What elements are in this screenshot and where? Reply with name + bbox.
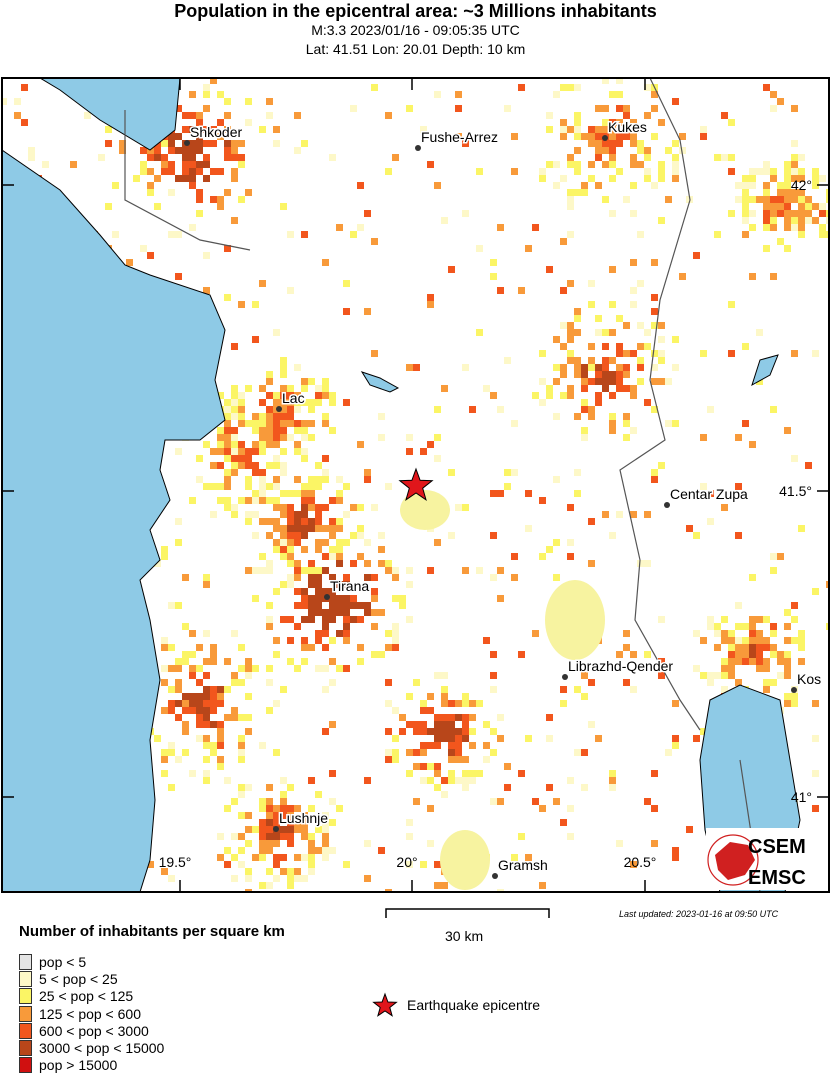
city-label: Gramsh <box>498 857 548 873</box>
city-dot <box>276 406 282 412</box>
tick-label: 20° <box>396 854 417 870</box>
legend-label: 25 < pop < 125 <box>39 988 134 1005</box>
legend-swatch <box>19 1022 32 1039</box>
legend-item: 600 < pop < 3000 <box>19 1022 164 1039</box>
emsc-logo: CSEM EMSC <box>706 828 829 890</box>
adriatic-sea <box>2 149 226 892</box>
legend-item: 125 < pop < 600 <box>19 1005 164 1022</box>
city-label: Fushe-Arrez <box>421 129 498 145</box>
scale-bar <box>385 908 550 918</box>
city-layer: Shkoder Fushe-Arrez Kukes Lac Centar Zupa Tir… <box>184 118 823 879</box>
population-map: Shkoder Fushe-Arrez Kukes Lac Centar Zupa Tir… <box>1 77 830 918</box>
map-title: Population in the epicentral area: ~3 Mi… <box>174 1 657 21</box>
map-frame <box>1 77 830 893</box>
city-dot <box>562 674 568 680</box>
city-label: Lac <box>282 390 305 406</box>
legend-swatch <box>19 988 32 1005</box>
tick-label: 41° <box>791 789 812 805</box>
legend-label: pop < 5 <box>39 953 87 970</box>
lake-shkoder <box>39 78 181 151</box>
legend-label: 125 < pop < 600 <box>39 1005 141 1022</box>
city-label: Kos <box>797 671 821 687</box>
low-density-area <box>400 490 450 530</box>
lake-east <box>751 354 779 387</box>
legend-swatch <box>19 970 32 987</box>
city-dot <box>324 594 330 600</box>
city-dot <box>273 826 279 832</box>
legend-label: 3000 < pop < 15000 <box>39 1040 165 1057</box>
city-label: Librazhd-Qender <box>568 658 673 674</box>
legend-swatch <box>19 1040 32 1057</box>
epicentre-legend-label: Earthquake epicentre <box>407 997 541 1013</box>
city-dot <box>492 873 498 879</box>
logo-text-emsc: EMSC <box>748 867 806 889</box>
legend-swatch <box>19 1057 32 1074</box>
legend-label: 600 < pop < 3000 <box>39 1022 149 1039</box>
lake-small <box>360 371 400 393</box>
legend-item: pop > 15000 <box>19 1057 164 1074</box>
logo-text-csem: CSEM <box>748 836 806 858</box>
legend-swatch <box>19 1005 32 1022</box>
epicentre-star-icon <box>398 467 434 501</box>
scale-label: 30 km <box>445 928 484 944</box>
city-dot <box>415 145 421 151</box>
city-label: Shkoder <box>190 124 242 140</box>
tick-label: 20.5° <box>624 854 657 870</box>
legend-label: pop > 15000 <box>39 1057 118 1074</box>
legend-label: 5 < pop < 25 <box>39 970 118 987</box>
legend-title: Number of inhabitants per square km <box>19 923 285 940</box>
tick-label: 41.5° <box>779 483 812 499</box>
city-label: Centar Zupa <box>670 486 748 502</box>
legend-item: 25 < pop < 125 <box>19 988 164 1005</box>
city-dot <box>664 502 670 508</box>
event-location: Lat: 41.51 Lon: 20.01 Depth: 10 km <box>305 41 526 57</box>
legend-swatch <box>19 953 32 970</box>
star-icon <box>372 992 398 1017</box>
low-density-area <box>545 580 605 660</box>
city-dot <box>602 135 608 141</box>
low-density-area <box>440 830 490 890</box>
last-updated: Last updated: 2023-01-16 at 09:50 UTC <box>619 909 779 919</box>
graticule-ticks: 42° 41.5° 41° 19.5° 20° 20.5° <box>2 78 829 892</box>
city-label: Lushnje <box>279 810 328 826</box>
legend-item: 3000 < pop < 15000 <box>19 1039 165 1057</box>
event-info: M:3.3 2023/01/16 - 09:05:35 UTC <box>311 22 520 38</box>
city-dot <box>184 140 190 146</box>
legend-item: pop < 5 <box>19 953 164 970</box>
legend-item: 5 < pop < 25 <box>19 970 164 987</box>
tick-label: 19.5° <box>159 854 192 870</box>
city-label: Kukes <box>608 119 647 135</box>
city-dot <box>791 687 797 693</box>
tick-label: 42° <box>791 177 812 193</box>
city-label: Tirana <box>330 578 369 594</box>
epicentre-legend: Earthquake epicentre <box>370 992 540 1018</box>
